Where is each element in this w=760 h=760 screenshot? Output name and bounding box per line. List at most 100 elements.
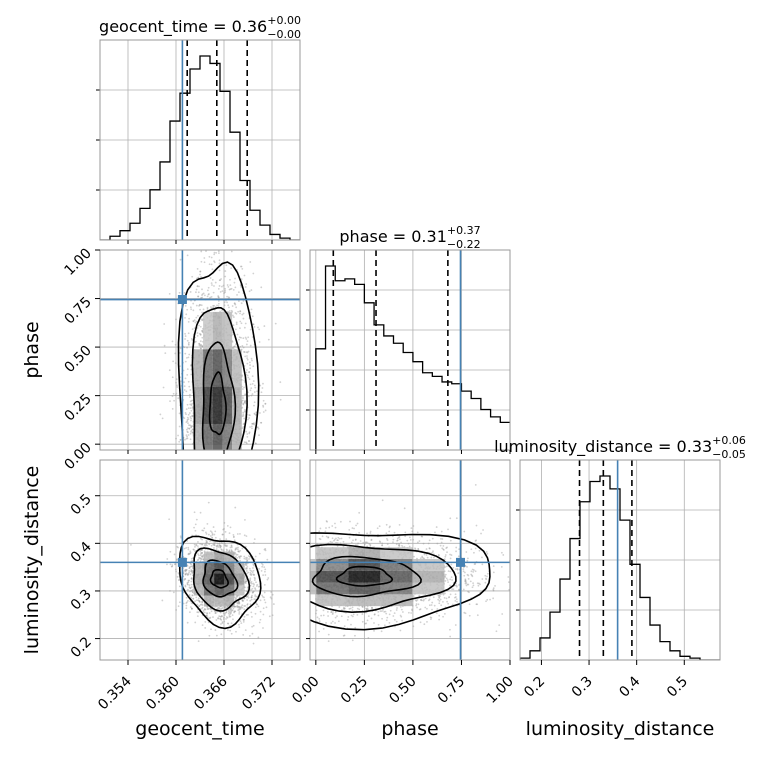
sample-point <box>219 546 222 548</box>
sample-point <box>259 618 262 621</box>
sample-point <box>184 570 187 573</box>
sample-point <box>234 286 237 289</box>
sample-point <box>242 423 245 426</box>
sample-point <box>236 553 239 556</box>
sample-point <box>247 555 250 557</box>
sample-point <box>185 408 188 411</box>
sample-point <box>185 568 188 571</box>
sample-point <box>200 555 203 558</box>
sample-point <box>244 322 247 325</box>
sample-point <box>221 533 224 536</box>
sample-point <box>184 352 187 355</box>
sample-point <box>251 591 254 594</box>
sample-point <box>247 395 250 398</box>
sample-point <box>237 546 239 549</box>
sample-point <box>201 319 203 322</box>
sample-point <box>179 347 182 350</box>
sample-point <box>246 557 249 559</box>
sample-point <box>220 549 223 551</box>
sample-point <box>235 630 237 633</box>
sample-point <box>247 596 250 599</box>
sample-point <box>201 624 204 627</box>
sample-point <box>235 548 237 551</box>
sample-point <box>203 294 206 297</box>
sample-point <box>226 616 229 619</box>
sample-point <box>183 569 186 572</box>
sample-point <box>194 545 196 548</box>
sample-point <box>250 611 253 614</box>
sample-point <box>199 557 202 560</box>
sample-point <box>260 391 263 394</box>
sample-point <box>188 385 191 388</box>
sample-point <box>237 606 240 608</box>
sample-point <box>186 374 189 376</box>
sample-point <box>207 607 210 610</box>
sample-point <box>251 594 253 597</box>
sample-point <box>419 608 422 610</box>
sample-point <box>245 535 248 538</box>
sample-point <box>230 550 233 552</box>
sample-point <box>198 324 200 327</box>
sample-point <box>254 587 256 590</box>
sample-point <box>242 312 245 315</box>
sample-point <box>159 413 162 416</box>
sample-point <box>191 425 194 428</box>
sample-point <box>250 289 253 291</box>
sample-point <box>214 629 217 631</box>
sample-point <box>213 260 215 263</box>
sample-point <box>243 350 245 353</box>
sample-point <box>212 304 215 307</box>
sample-point <box>194 600 196 603</box>
density-cell <box>193 562 205 574</box>
diag-panel-phase: phase = 0.31+0.37 <box>306 224 511 451</box>
2d-panel-geocent_time-luminosity_distance <box>99 459 301 661</box>
sample-point <box>252 585 255 588</box>
sample-point <box>199 273 201 276</box>
sample-point <box>258 621 261 624</box>
sample-point <box>399 606 402 608</box>
sample-point <box>257 605 260 608</box>
sample-point <box>219 611 222 614</box>
sample-point <box>191 406 194 409</box>
sample-point <box>205 539 208 542</box>
sample-point <box>253 422 255 425</box>
sample-point <box>249 571 252 574</box>
sample-point <box>216 544 218 547</box>
sample-point <box>201 296 204 299</box>
sample-point <box>269 596 272 599</box>
sample-point <box>247 350 250 353</box>
sample-point <box>242 633 245 636</box>
sample-point <box>260 286 263 289</box>
sample-point <box>245 564 248 566</box>
sample-point <box>247 571 250 574</box>
sample-point <box>250 598 253 601</box>
sample-point <box>188 553 191 556</box>
sample-point <box>206 289 209 292</box>
sample-point <box>238 605 240 608</box>
sample-point <box>257 326 259 329</box>
sample-point <box>207 293 210 296</box>
sample-point <box>199 550 202 552</box>
sample-point <box>263 599 266 601</box>
density-cell <box>203 461 213 498</box>
sample-point <box>190 602 193 604</box>
sample-point <box>186 600 189 602</box>
sample-point <box>401 544 403 547</box>
sample-point <box>238 550 241 553</box>
sample-point <box>208 634 211 637</box>
sample-point <box>208 293 210 295</box>
sample-point <box>204 543 207 546</box>
sample-point <box>201 549 203 552</box>
sample-point <box>191 591 194 593</box>
sample-point <box>226 284 229 286</box>
sample-point <box>230 544 233 547</box>
sample-point <box>219 544 222 547</box>
sample-point <box>248 371 251 373</box>
sample-point <box>218 607 221 610</box>
sample-point <box>187 434 190 436</box>
sample-point <box>254 612 257 615</box>
sample-point <box>206 544 208 547</box>
sample-point <box>190 557 193 560</box>
sample-point <box>243 379 246 382</box>
